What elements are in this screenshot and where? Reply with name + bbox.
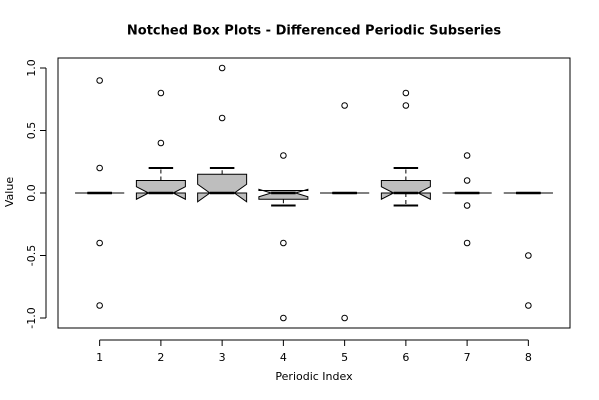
outlier: [463, 177, 471, 184]
outlier: [463, 202, 471, 209]
x-axis-label: Periodic Index: [275, 370, 353, 383]
outlier: [402, 102, 410, 109]
outlier: [218, 114, 226, 122]
outlier: [341, 102, 348, 109]
box: [197, 173, 248, 203]
x-tick-label: 4: [280, 351, 287, 364]
plot-frame: [57, 57, 571, 329]
y-tick-label: 0.0: [25, 184, 38, 202]
outlier: [525, 302, 532, 309]
outlier: [463, 152, 471, 159]
outlier: [402, 89, 410, 97]
outlier: [218, 64, 226, 72]
x-tick-label: 2: [157, 351, 164, 364]
outlier: [96, 77, 103, 84]
outlier: [280, 314, 287, 322]
x-tick-label: 3: [219, 351, 226, 364]
outlier: [280, 239, 287, 247]
outlier: [96, 164, 103, 172]
y-tick-label: -1.0: [25, 307, 38, 328]
y-tick-label: 1.0: [25, 59, 38, 77]
box: [380, 180, 431, 201]
outlier: [157, 89, 165, 97]
box: [135, 180, 186, 201]
outlier: [341, 314, 348, 322]
outlier: [157, 139, 165, 147]
outlier: [525, 252, 532, 259]
x-tick-label: 8: [525, 351, 532, 364]
x-tick-label: 7: [464, 351, 471, 364]
outlier: [280, 152, 287, 159]
y-tick-label: 0.5: [25, 122, 38, 140]
outlier: [96, 239, 103, 247]
y-tick-label: -0.5: [25, 245, 38, 266]
x-tick-label: 1: [96, 351, 103, 364]
outlier: [96, 302, 103, 309]
outlier: [463, 239, 471, 247]
chart-title: Notched Box Plots - Differenced Periodic…: [127, 24, 501, 39]
x-tick-label: 5: [341, 351, 348, 364]
x-tick-label: 6: [402, 351, 409, 364]
y-axis-label: Value: [3, 177, 16, 207]
